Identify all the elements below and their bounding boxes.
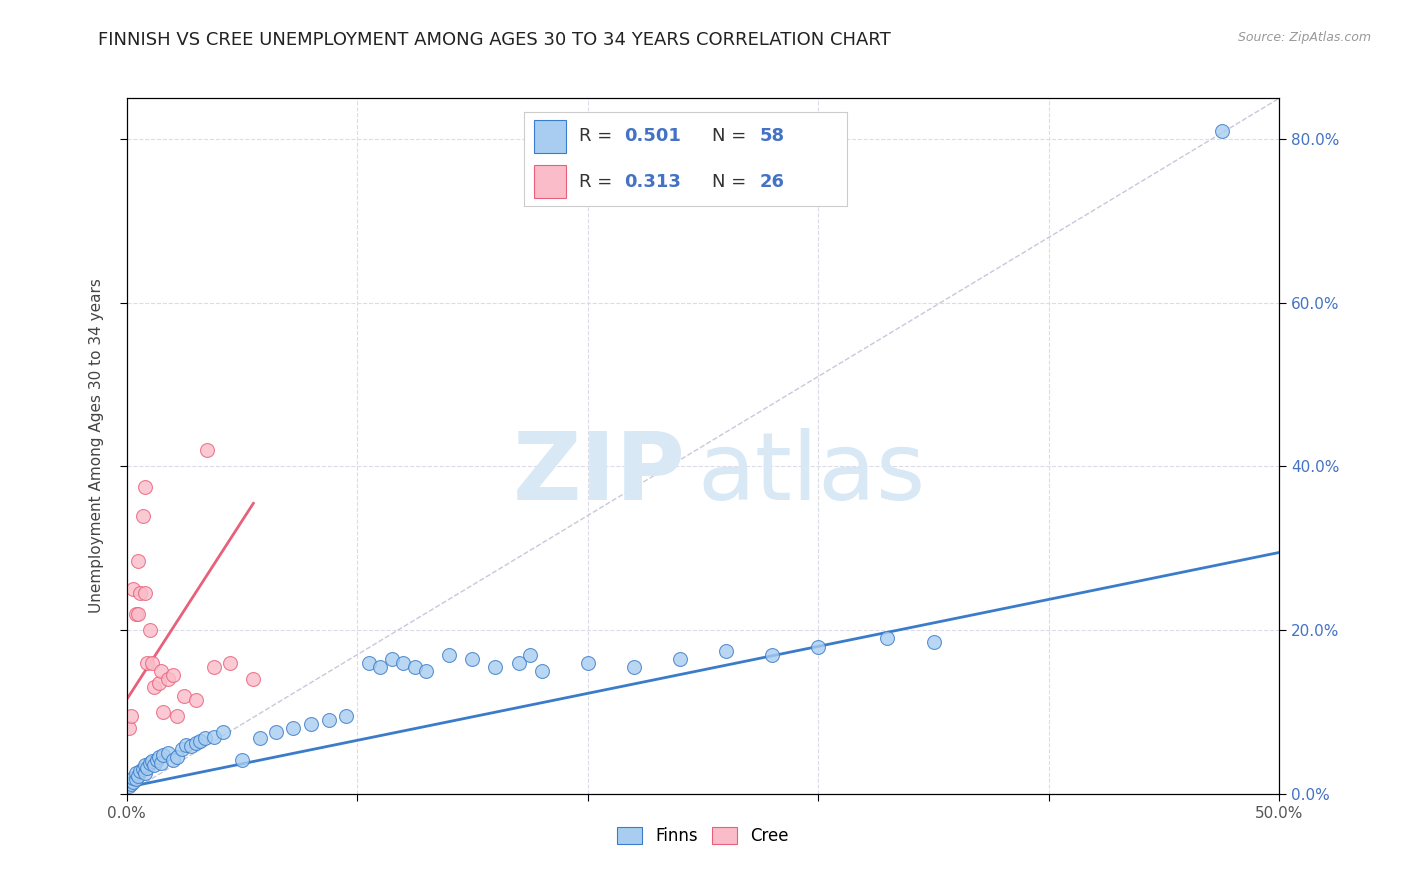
Point — [150, 756, 173, 770]
Point — [807, 640, 830, 654]
Point — [242, 673, 264, 687]
Point — [335, 709, 357, 723]
Point — [392, 656, 415, 670]
Point — [714, 643, 737, 657]
Point — [120, 709, 142, 723]
Point — [357, 656, 380, 670]
Point — [138, 623, 160, 637]
Point — [162, 752, 184, 766]
Point — [170, 742, 193, 756]
Point — [281, 722, 304, 736]
Point — [118, 722, 141, 736]
Point — [150, 664, 173, 678]
Point — [202, 730, 225, 744]
Point — [157, 673, 180, 687]
Point — [576, 656, 599, 670]
Point — [202, 660, 225, 674]
Point — [484, 660, 506, 674]
Text: Source: ZipAtlas.com: Source: ZipAtlas.com — [1237, 31, 1371, 45]
Point — [122, 774, 145, 789]
Point — [415, 664, 437, 678]
Point — [180, 739, 202, 754]
Point — [131, 508, 153, 523]
Point — [125, 766, 148, 780]
Point — [876, 632, 898, 646]
Point — [148, 676, 170, 690]
Point — [166, 750, 188, 764]
Point — [623, 660, 645, 674]
Point — [219, 656, 242, 670]
Point — [122, 582, 145, 597]
Point — [176, 738, 198, 752]
Legend: Finns, Cree: Finns, Cree — [610, 820, 796, 852]
Point — [173, 689, 195, 703]
Point — [212, 725, 235, 739]
Point — [404, 660, 426, 674]
Point — [125, 607, 148, 621]
Point — [152, 705, 174, 719]
Point — [138, 756, 160, 770]
Point — [184, 692, 207, 706]
Point — [118, 779, 141, 793]
Point — [127, 769, 149, 783]
Point — [152, 747, 174, 762]
Point — [131, 762, 153, 776]
Point — [266, 725, 288, 739]
Point — [129, 764, 152, 778]
Point — [127, 553, 149, 567]
Point — [143, 681, 166, 695]
Point — [141, 656, 163, 670]
Point — [1211, 124, 1233, 138]
Point — [184, 736, 207, 750]
Text: atlas: atlas — [697, 428, 925, 520]
Point — [299, 717, 322, 731]
Point — [122, 771, 145, 785]
Point — [922, 635, 945, 649]
Point — [125, 772, 148, 786]
Point — [134, 586, 156, 600]
Point — [143, 758, 166, 772]
Point — [231, 752, 253, 766]
Point — [194, 731, 217, 746]
Point — [669, 652, 692, 666]
Point — [145, 752, 167, 766]
Point — [188, 733, 211, 747]
Text: FINNISH VS CREE UNEMPLOYMENT AMONG AGES 30 TO 34 YEARS CORRELATION CHART: FINNISH VS CREE UNEMPLOYMENT AMONG AGES … — [98, 31, 891, 49]
Point — [439, 648, 461, 662]
Y-axis label: Unemployment Among Ages 30 to 34 years: Unemployment Among Ages 30 to 34 years — [89, 278, 104, 614]
Text: ZIP: ZIP — [513, 428, 686, 520]
Point — [368, 660, 391, 674]
Point — [381, 652, 404, 666]
Point — [134, 758, 156, 772]
Point — [166, 709, 188, 723]
Point — [530, 664, 553, 678]
Point — [120, 777, 142, 791]
Point — [127, 607, 149, 621]
Point — [134, 766, 156, 780]
Point — [318, 713, 340, 727]
Point — [249, 731, 271, 746]
Point — [461, 652, 484, 666]
Point — [129, 586, 152, 600]
Point — [519, 648, 541, 662]
Point — [508, 656, 530, 670]
Point — [157, 746, 180, 760]
Point — [136, 656, 159, 670]
Point — [141, 754, 163, 768]
Point — [134, 480, 156, 494]
Point — [195, 443, 218, 458]
Point — [148, 750, 170, 764]
Point — [761, 648, 783, 662]
Point — [162, 668, 184, 682]
Point — [136, 761, 159, 775]
